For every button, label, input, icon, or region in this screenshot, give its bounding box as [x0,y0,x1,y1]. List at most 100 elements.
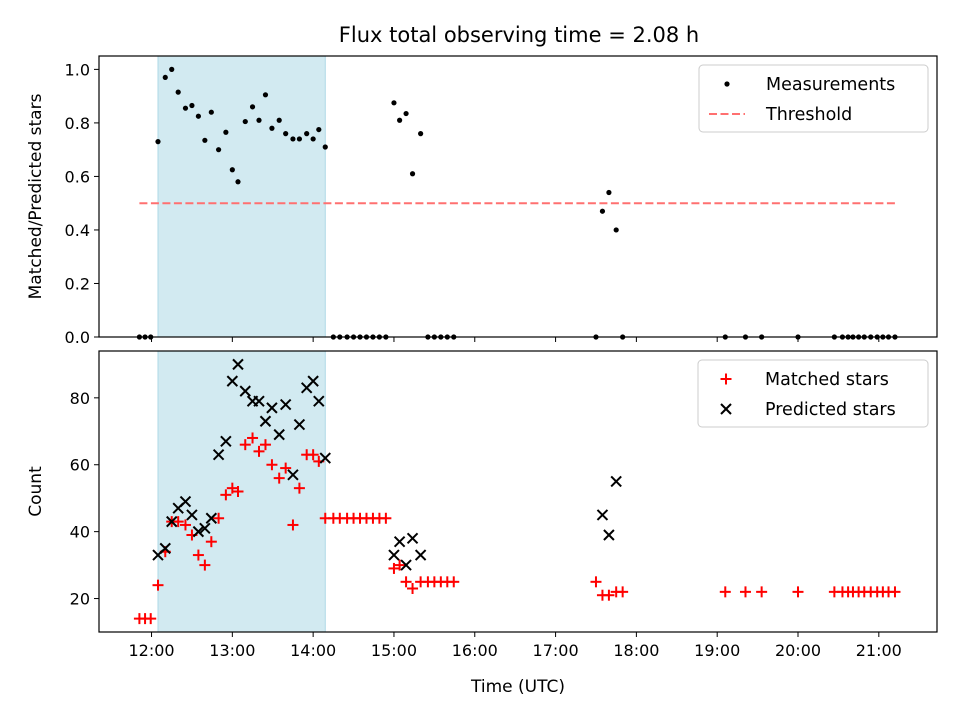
bottom-y-tick-label: 20 [70,590,90,609]
matched-star-point [792,586,804,598]
legend-label: Predicted stars [765,400,896,420]
measurement-point [262,92,269,98]
legend-label: Matched stars [765,370,889,390]
x-tick-label: 13:00 [209,641,255,660]
predicted-star-point [293,418,306,431]
matched-star-point [145,613,157,625]
matched-star-point [280,462,292,474]
predicted-star-marker-b [393,535,406,548]
predicted-star-marker-b [212,448,225,461]
predicted-star-marker-b [307,375,319,387]
predicted-star-point [159,542,171,555]
measurement-point [296,136,303,142]
matched-star-point [213,512,225,524]
predicted-star-marker-b [226,375,239,387]
matched-star-point [448,576,460,588]
predicted-star-marker-b [596,509,609,521]
measurement-point [283,131,289,137]
predicted-star-marker-b [319,452,331,464]
matched-star-point [232,486,244,497]
x-axis-label: Time (UTC) [470,677,565,697]
predicted-star-point [199,522,211,535]
measurement-point [155,139,161,145]
matched-star-point [220,489,232,501]
matched-star-point [259,439,271,451]
predicted-star-point [393,535,406,548]
matched-star-point [590,576,602,588]
top-y-tick-label: 0.8 [65,114,90,133]
measurement-point [235,179,241,185]
matched-star-point [239,439,251,451]
predicted-star-point [279,398,292,411]
matched-star-point [192,549,204,561]
matched-star-point [739,586,751,598]
top-y-tick-label: 1.0 [65,60,90,79]
measurement-point [189,102,195,109]
top-legend-box [698,64,929,133]
predicted-star-point [205,512,218,524]
measurement-point [269,125,275,131]
matched-star-point [179,519,191,531]
top-y-axis-label: Matched/Predicted stars [26,93,46,299]
matched-star-point [307,449,319,461]
predicted-star-marker-b [253,395,265,407]
predicted-star-marker-b [388,549,400,561]
predicted-star-point [192,525,205,538]
bottom-panel: 20 40 60 80 12:00 13:00 14:00 15:00 16:00 17:00 18… [26,350,938,697]
measurement-point [175,89,181,95]
predicted-star-marker-b [293,418,306,431]
predicted-star-marker-b [159,542,171,555]
predicted-star-marker-b [603,529,615,541]
predicted-star-marker-b [239,385,251,397]
measurement-point [290,136,296,142]
matched-star-point [205,536,217,548]
predicted-star-point [414,549,427,561]
top-shaded-region [157,55,326,338]
predicted-star-point [610,475,622,488]
predicted-star-point [259,415,272,427]
predicted-star-point [319,452,331,464]
matched-star-point [400,576,412,588]
measurement-point [276,117,282,123]
predicted-star-point [596,509,609,521]
predicted-star-marker-b [313,395,325,407]
predicted-star-point [232,358,244,371]
measurement-point [229,167,235,173]
measurement-point [256,117,262,123]
measurement-point [195,113,201,119]
x-tick-label: 17:00 [533,641,579,660]
x-tick-label: 15:00 [371,641,417,660]
predicted-star-point [166,515,178,528]
measurement-point [304,131,310,137]
matched-star-point [719,586,731,598]
matched-star-point [273,472,285,484]
predicted-star-point [603,529,615,541]
matched-star-point [407,583,419,595]
measurement-point [322,144,328,150]
measurement-point [182,105,189,111]
matched-star-point [380,512,392,524]
predicted-star-point [400,559,412,571]
matched-star-point [293,482,305,494]
predicted-star-point [186,509,198,521]
x-tick-label: 16:00 [452,641,498,660]
predicted-star-point [287,469,299,481]
legend-label: Threshold [765,105,852,125]
predicted-star-point [212,448,225,461]
top-y-tick-label: 0.2 [65,274,90,293]
measurement-point [391,100,397,106]
chart-title: Flux total observing time = 2.08 h [339,23,699,47]
predicted-star-marker-b [273,428,285,441]
matched-star-point [152,579,164,591]
predicted-star-point [226,375,239,387]
legend-marker-predicted-b [720,403,732,415]
bottom-legend-box [697,359,929,428]
matched-star-point [226,482,238,494]
predicted-star-marker-b [192,525,205,538]
predicted-star-point [179,495,192,508]
matched-star-point [394,559,406,571]
measurement-point [169,66,175,72]
x-tick-label: 21:00 [856,641,902,660]
bottom-axes-frame [98,350,938,633]
